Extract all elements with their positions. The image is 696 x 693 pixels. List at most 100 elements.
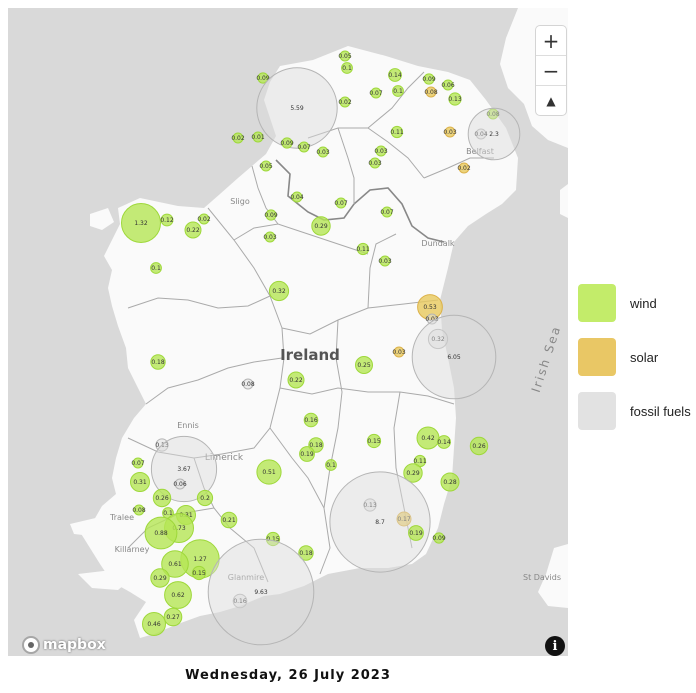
generation-site-fossil[interactable]: 0.03 (425, 313, 439, 325)
generation-site-wind[interactable]: 0.13 (448, 92, 462, 106)
generation-site-wind[interactable]: 0.03 (374, 145, 388, 157)
generation-site-wind[interactable]: 0.1 (325, 459, 337, 471)
mapbox-logo[interactable]: mapbox (22, 636, 106, 654)
legend-label: wind (630, 295, 657, 311)
generation-site-wind[interactable]: 0.18 (298, 545, 314, 561)
generation-site-wind[interactable]: 0.08 (486, 108, 500, 120)
map-canvas[interactable]: Ireland Irish Sea Sligo Belfast Dundalk … (8, 8, 568, 656)
generation-site-wind[interactable]: 0.07 (334, 197, 348, 209)
generation-site-wind[interactable]: 0.1 (341, 62, 353, 74)
generation-site-wind[interactable]: 0.03 (378, 255, 392, 267)
generation-site-wind[interactable]: 0.09 (264, 209, 278, 221)
generation-site-wind[interactable]: 0.27 (163, 607, 183, 627)
generation-site-wind[interactable]: 0.05 (259, 160, 273, 172)
generation-site-fossil[interactable]: 5.59 (256, 67, 338, 149)
site-marker (287, 371, 305, 389)
generation-site-fossil[interactable]: 6.05 (411, 314, 497, 400)
generation-site-wind[interactable]: 0.29 (150, 568, 170, 588)
generation-site-wind[interactable]: 0.46 (142, 612, 166, 636)
generation-site-wind[interactable]: 0.11 (356, 242, 370, 256)
generation-site-wind[interactable]: 0.14 (437, 435, 451, 449)
generation-site-wind[interactable]: 0.29 (403, 463, 423, 483)
generation-site-wind[interactable]: 0.02 (197, 213, 211, 225)
generation-site-wind[interactable]: 0.26 (152, 488, 172, 508)
generation-site-wind[interactable]: 0.62 (164, 581, 192, 609)
generation-site-fossil[interactable]: 8.7 (329, 471, 431, 573)
generation-site-wind[interactable]: 0.51 (256, 459, 282, 485)
generation-site-fossil[interactable]: 3.67 (150, 435, 218, 503)
info-button[interactable]: i (545, 636, 565, 656)
site-value-label: 0.22 (289, 377, 303, 384)
generation-site-wind[interactable]: 0.02 (231, 132, 245, 144)
generation-site-solar[interactable]: 0.53 (417, 294, 443, 320)
compass-button[interactable]: ▲ (536, 85, 566, 115)
site-value-label: 0.09 (280, 140, 294, 147)
generation-site-solar[interactable]: 0.02 (457, 162, 471, 174)
generation-site-wind[interactable]: 0.04 (290, 191, 304, 203)
generation-site-wind[interactable]: 0.06 (441, 79, 455, 91)
generation-site-wind[interactable]: 0.29 (311, 216, 331, 236)
generation-site-fossil[interactable]: 2.3 (467, 107, 521, 161)
generation-site-fossil[interactable]: 0.13 (363, 498, 377, 512)
generation-site-solar[interactable]: 0.08 (424, 86, 438, 98)
generation-site-wind[interactable]: 0.14 (388, 68, 402, 82)
generation-site-wind[interactable]: 0.88 (144, 516, 178, 550)
generation-site-wind[interactable]: 0.32 (268, 280, 290, 302)
generation-site-wind[interactable]: 0.18 (150, 354, 166, 370)
generation-site-fossil[interactable]: 0.06 (173, 478, 187, 490)
generation-site-wind[interactable]: 0.03 (316, 146, 330, 158)
generation-site-wind[interactable]: 0.08 (132, 504, 146, 516)
generation-site-wind[interactable]: 0.09 (432, 532, 446, 544)
site-marker (142, 612, 166, 636)
generation-site-wind[interactable]: 0.09 (256, 72, 270, 84)
generation-site-wind[interactable]: 0.61 (161, 550, 189, 578)
generation-site-wind[interactable]: 0.22 (287, 371, 305, 389)
generation-site-solar[interactable]: 0.03 (443, 126, 457, 138)
generation-site-wind[interactable]: 0.07 (131, 457, 145, 469)
site-marker (417, 294, 443, 320)
generation-site-wind[interactable]: 0.07 (297, 141, 311, 153)
generation-site-wind[interactable]: 0.07 (369, 87, 383, 99)
generation-site-wind[interactable]: 0.15 (191, 565, 207, 581)
generation-site-wind[interactable]: 0.09 (422, 73, 436, 85)
generation-site-wind[interactable]: 0.26 (469, 436, 489, 456)
generation-site-wind[interactable]: 0.03 (263, 231, 277, 243)
site-marker (133, 504, 145, 516)
generation-site-fossil[interactable]: 0.04 (474, 128, 488, 140)
place-label-st-davids: St Davids (523, 573, 561, 582)
generation-site-wind[interactable]: 0.42 (416, 426, 440, 450)
generation-site-wind[interactable]: 0.07 (380, 206, 394, 218)
generation-site-fossil[interactable]: 0.32 (427, 328, 449, 350)
generation-site-wind[interactable]: 0.05 (338, 50, 352, 62)
generation-site-wind[interactable]: 0.15 (366, 433, 382, 449)
site-value-label: 0.01 (251, 134, 265, 141)
generation-site-wind[interactable]: 1.32 (121, 203, 161, 243)
generation-site-solar[interactable]: 0.03 (392, 346, 406, 358)
site-marker (487, 108, 499, 120)
site-marker (403, 463, 423, 483)
generation-site-wind[interactable]: 0.22 (184, 221, 202, 239)
generation-site-wind[interactable]: 0.12 (160, 213, 174, 227)
generation-site-wind[interactable]: 0.25 (355, 356, 373, 374)
generation-site-wind[interactable]: 0.2 (196, 489, 214, 507)
generation-site-fossil[interactable]: 9.63 (207, 538, 315, 646)
generation-site-wind[interactable]: 0.19 (408, 525, 424, 541)
generation-site-wind[interactable]: 0.21 (220, 511, 238, 529)
generation-site-wind[interactable]: 0.1 (150, 262, 162, 274)
generation-site-wind[interactable]: 0.03 (368, 157, 382, 169)
generation-site-fossil[interactable]: 0.08 (241, 378, 255, 390)
generation-site-wind[interactable]: 0.16 (303, 412, 319, 428)
zoom-out-button[interactable]: − (536, 55, 566, 85)
generation-site-wind[interactable]: 0.28 (440, 472, 460, 492)
zoom-in-button[interactable]: + (542, 28, 560, 53)
site-value-label: 9.63 (254, 589, 268, 596)
generation-site-wind[interactable]: 0.02 (338, 96, 352, 108)
generation-site-wind[interactable]: 0.01 (251, 131, 265, 143)
generation-site-wind[interactable]: 0.19 (299, 446, 315, 462)
generation-site-fossil[interactable]: 0.16 (232, 593, 248, 609)
generation-site-wind[interactable]: 0.1 (392, 85, 404, 97)
generation-site-wind[interactable]: 0.11 (390, 125, 404, 139)
generation-site-wind[interactable]: 0.31 (130, 472, 150, 492)
generation-site-wind[interactable]: 0.09 (280, 137, 294, 149)
generation-site-solar[interactable]: 0.17 (396, 511, 412, 527)
